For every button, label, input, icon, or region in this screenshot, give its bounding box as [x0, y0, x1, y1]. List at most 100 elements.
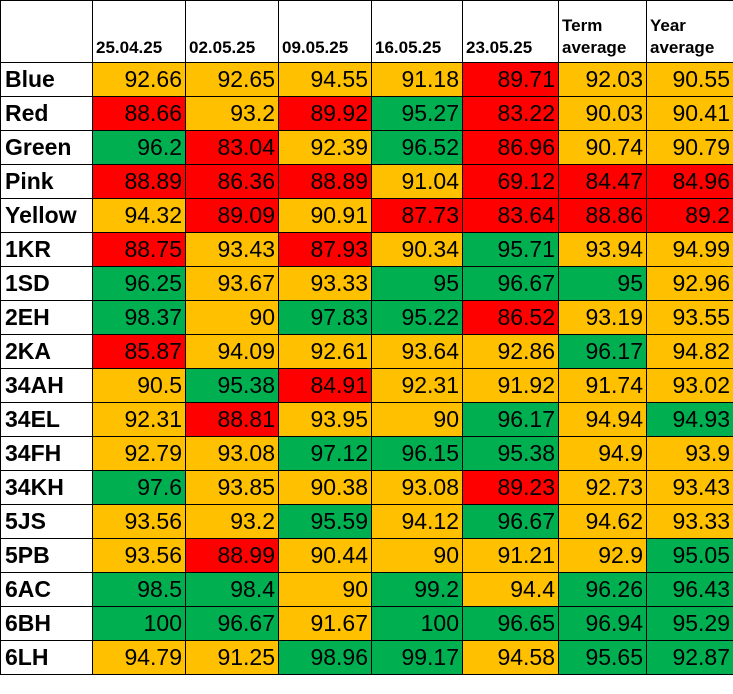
value-cell: 92.66	[92, 62, 186, 97]
value-cell: 89.2	[646, 198, 733, 233]
value-cell: 95.29	[646, 606, 733, 641]
value-cell: 90	[371, 538, 463, 573]
value-cell: 90.34	[371, 232, 463, 267]
value-cell: 93.67	[185, 266, 279, 301]
value-cell: 88.86	[558, 198, 647, 233]
value-cell: 94.99	[646, 232, 733, 267]
row-label: Green	[0, 130, 93, 165]
value-cell: 96.25	[92, 266, 186, 301]
table-row: 1SD 96.25 93.67 93.33 95 96.67 95 92.96	[0, 266, 733, 301]
value-cell: 96.65	[462, 606, 559, 641]
value-cell: 96.67	[185, 606, 279, 641]
value-cell: 94.32	[92, 198, 186, 233]
value-cell: 100	[371, 606, 463, 641]
value-cell: 88.89	[92, 164, 186, 199]
value-cell: 96.52	[371, 130, 463, 165]
value-cell: 93.33	[278, 266, 372, 301]
value-cell: 93.64	[371, 334, 463, 369]
value-cell: 89.71	[462, 62, 559, 97]
value-cell: 96.17	[462, 402, 559, 437]
value-cell: 88.66	[92, 96, 186, 131]
value-cell: 92.86	[462, 334, 559, 369]
value-cell: 94.55	[278, 62, 372, 97]
row-label: 2KA	[0, 334, 93, 369]
value-cell: 93.55	[646, 300, 733, 335]
value-cell: 93.56	[92, 504, 186, 539]
row-label: Red	[0, 96, 93, 131]
row-label: 5JS	[0, 504, 93, 539]
value-cell: 92.79	[92, 436, 186, 471]
value-cell: 96.67	[462, 504, 559, 539]
value-cell: 94.9	[558, 436, 647, 471]
value-cell: 93.2	[185, 96, 279, 131]
value-cell: 69.12	[462, 164, 559, 199]
column-header: 09.05.25	[278, 0, 372, 63]
value-cell: 97.83	[278, 300, 372, 335]
value-cell: 98.4	[185, 572, 279, 607]
value-cell: 87.93	[278, 232, 372, 267]
table-row: 2EH 98.37 90 97.83 95.22 86.52 93.19 93.55	[0, 300, 733, 335]
value-cell: 83.22	[462, 96, 559, 131]
value-cell: 90.38	[278, 470, 372, 505]
column-header-term-average: Term average	[558, 0, 647, 63]
table-row: 6BH 100 96.67 91.67 100 96.65 96.94 95.29	[0, 606, 733, 641]
value-cell: 95.38	[462, 436, 559, 471]
table-row: 34EL 92.31 88.81 93.95 90 96.17 94.94 94.93	[0, 402, 733, 437]
value-cell: 94.09	[185, 334, 279, 369]
row-label: 34EL	[0, 402, 93, 437]
value-cell: 94.93	[646, 402, 733, 437]
row-label: Blue	[0, 62, 93, 97]
row-label: 34AH	[0, 368, 93, 403]
value-cell: 86.52	[462, 300, 559, 335]
value-cell: 93.2	[185, 504, 279, 539]
value-cell: 88.99	[185, 538, 279, 573]
value-cell: 96.67	[462, 266, 559, 301]
value-cell: 94.58	[462, 640, 559, 675]
value-cell: 86.36	[185, 164, 279, 199]
value-cell: 91.04	[371, 164, 463, 199]
value-cell: 95.27	[371, 96, 463, 131]
value-cell: 92.73	[558, 470, 647, 505]
value-cell: 94.62	[558, 504, 647, 539]
table-row: 6AC 98.5 98.4 90 99.2 94.4 96.26 96.43	[0, 572, 733, 607]
value-cell: 88.75	[92, 232, 186, 267]
value-cell: 88.89	[278, 164, 372, 199]
value-cell: 90.74	[558, 130, 647, 165]
value-cell: 94.82	[646, 334, 733, 369]
row-label: 2EH	[0, 300, 93, 335]
table-row: 2KA 85.87 94.09 92.61 93.64 92.86 96.17 94.82	[0, 334, 733, 369]
column-header: 25.04.25	[92, 0, 186, 63]
value-cell: 92.87	[646, 640, 733, 675]
table-row: Pink 88.89 86.36 88.89 91.04 69.12 84.47 84.96	[0, 164, 733, 199]
row-label: 6AC	[0, 572, 93, 607]
value-cell: 90.03	[558, 96, 647, 131]
value-cell: 92.65	[185, 62, 279, 97]
column-header: 23.05.25	[462, 0, 559, 63]
value-cell: 84.91	[278, 368, 372, 403]
row-label: 6LH	[0, 640, 93, 675]
row-label: 6BH	[0, 606, 93, 641]
value-cell: 92.9	[558, 538, 647, 573]
value-cell: 89.09	[185, 198, 279, 233]
value-cell: 95.71	[462, 232, 559, 267]
table-row: 34AH 90.5 95.38 84.91 92.31 91.92 91.74 93.02	[0, 368, 733, 403]
value-cell: 91.18	[371, 62, 463, 97]
value-cell: 90.91	[278, 198, 372, 233]
row-label: 34FH	[0, 436, 93, 471]
value-cell: 98.5	[92, 572, 186, 607]
value-cell: 93.08	[185, 436, 279, 471]
value-cell: 93.94	[558, 232, 647, 267]
value-cell: 100	[92, 606, 186, 641]
row-label: 1SD	[0, 266, 93, 301]
value-cell: 94.12	[371, 504, 463, 539]
value-cell: 93.85	[185, 470, 279, 505]
value-cell: 86.96	[462, 130, 559, 165]
value-cell: 93.43	[185, 232, 279, 267]
value-cell: 90.55	[646, 62, 733, 97]
value-cell: 93.19	[558, 300, 647, 335]
row-label: 1KR	[0, 232, 93, 267]
row-label: 34KH	[0, 470, 93, 505]
table-row: Yellow 94.32 89.09 90.91 87.73 83.64 88.86 89.2	[0, 198, 733, 233]
value-cell: 91.25	[185, 640, 279, 675]
value-cell: 90	[278, 572, 372, 607]
